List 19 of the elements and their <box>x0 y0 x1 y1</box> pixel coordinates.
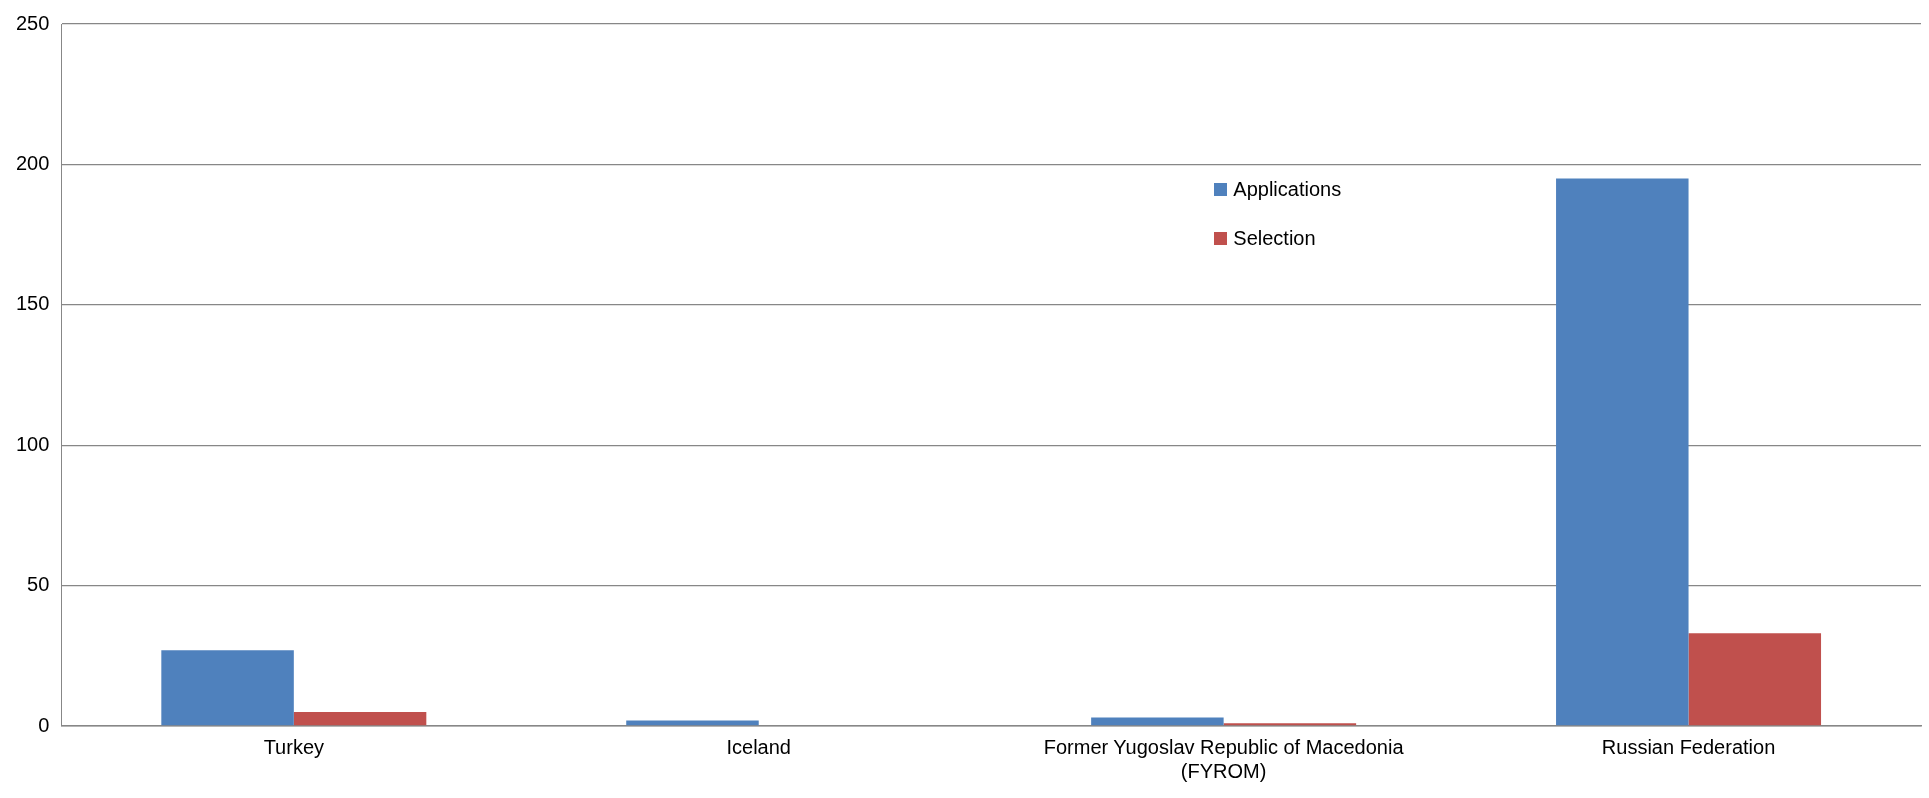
x-tick-label: Russian Federation <box>1601 735 1776 758</box>
y-tick-label: 100 <box>15 432 50 455</box>
bar <box>1091 717 1224 726</box>
bar <box>161 650 294 726</box>
legend-label: Applications <box>1233 178 1342 202</box>
y-tick-label: 0 <box>38 713 50 736</box>
bar <box>626 720 759 726</box>
y-tick-label: 150 <box>15 292 50 315</box>
bar <box>1688 633 1822 726</box>
bar <box>293 711 427 726</box>
bar <box>1556 178 1689 726</box>
x-tick-label: Turkey <box>263 735 325 758</box>
y-tick-label: 200 <box>15 151 50 174</box>
legend-label: Selection <box>1233 227 1316 251</box>
y-tick-label: 250 <box>15 11 50 34</box>
x-tick-label: Iceland <box>726 735 791 758</box>
bar <box>1223 723 1357 726</box>
y-tick-label: 50 <box>27 573 50 596</box>
x-tick-label: Former Yugoslav Republic of Macedonia (FYROM) <box>1043 735 1405 782</box>
